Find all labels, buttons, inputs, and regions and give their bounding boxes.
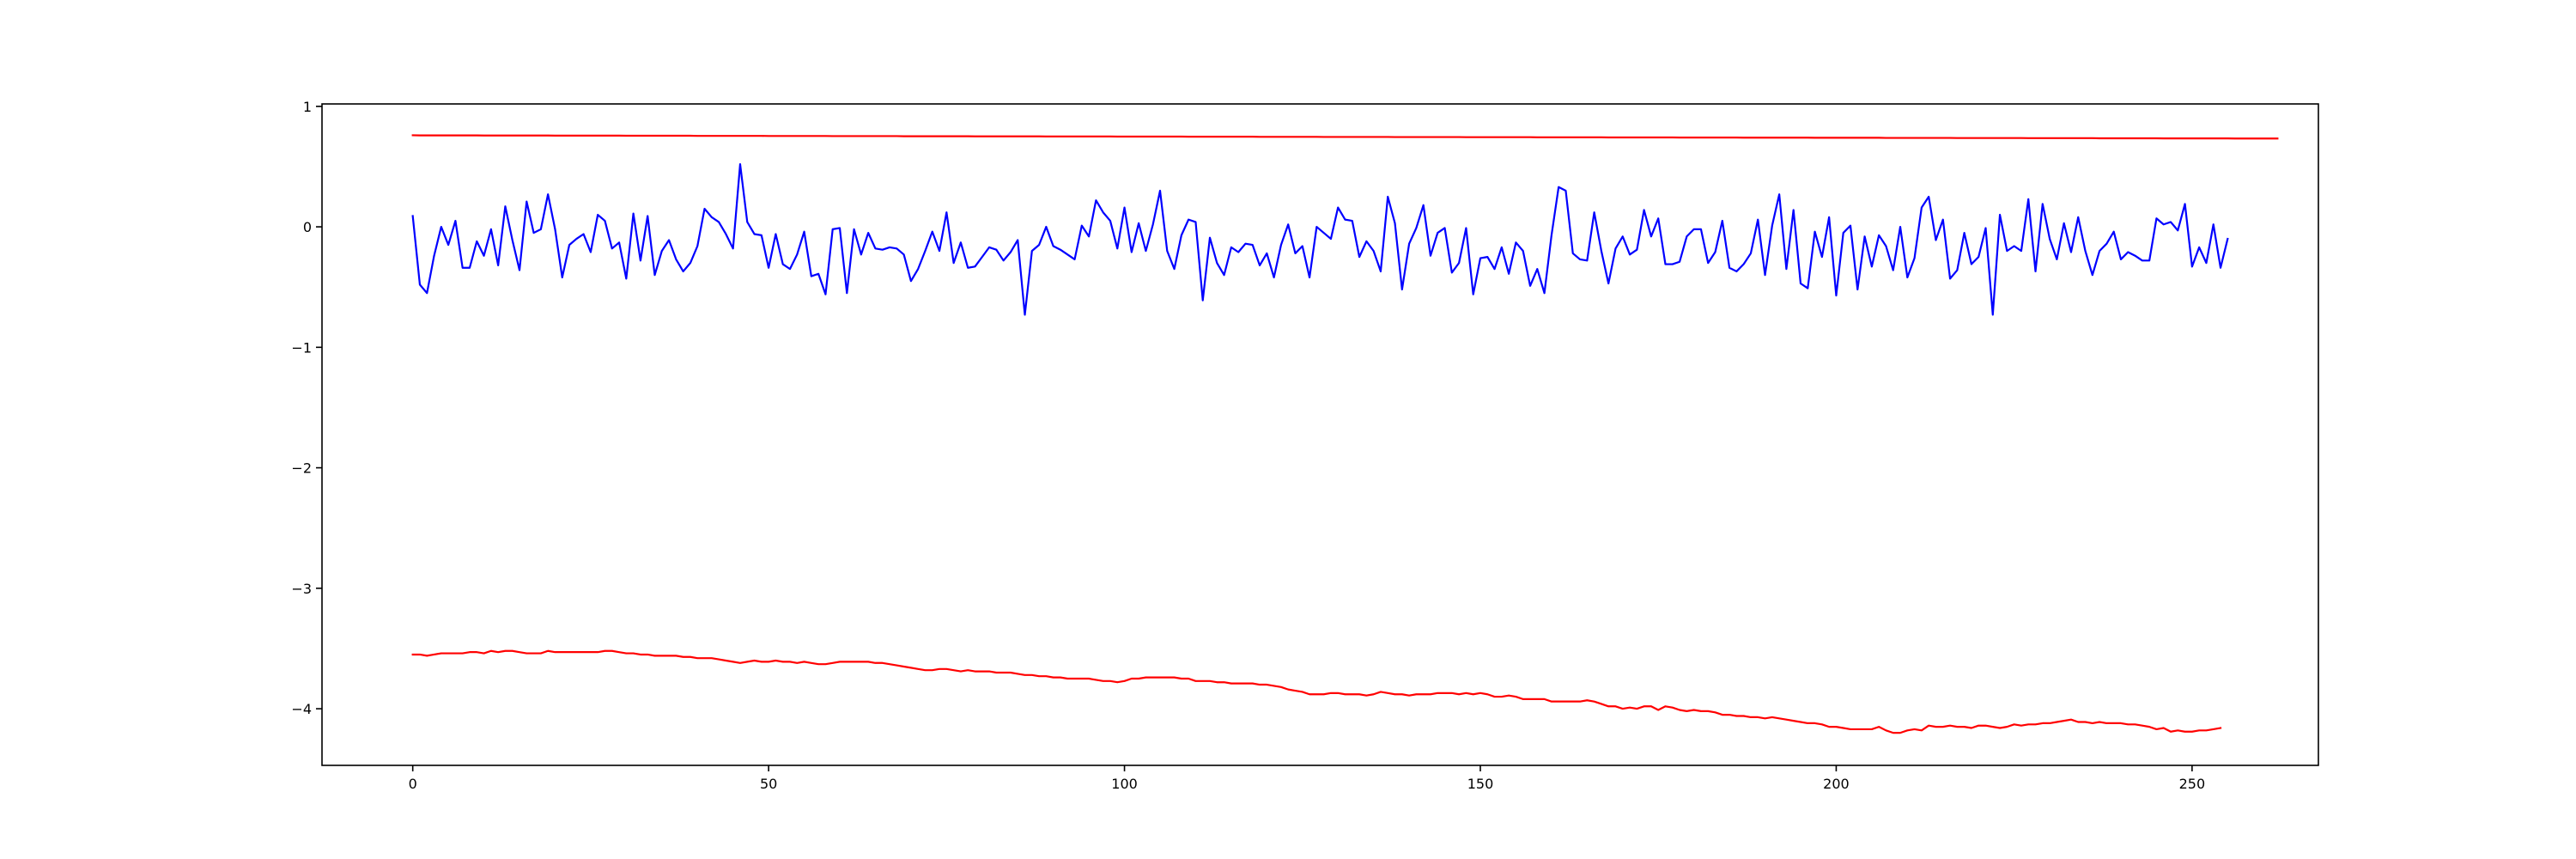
series-layer [411,134,2279,734]
x-tick-label: 50 [760,776,777,792]
series-line-1 [411,134,2279,140]
plot-frame [321,103,2319,766]
x-tick-label: 200 [1823,776,1850,792]
x-tick-label: 250 [2179,776,2206,792]
y-tick-label: −4 [291,701,312,717]
axes-layer: 0 50 100 150 200 250 1 0 −1 −2 −3 −4 [291,99,2319,792]
series-line-3 [411,649,2222,734]
x-tick-label: 100 [1111,776,1138,792]
y-tick-label: −3 [291,581,312,597]
y-tick-label: 0 [303,219,312,235]
y-tick-label: −1 [291,339,312,356]
x-tick-label: 150 [1467,776,1494,792]
series-line-2 [411,163,2229,316]
y-tick-label: 1 [303,99,312,115]
x-tick-label: 0 [409,776,417,792]
y-tick-label: −2 [291,460,312,477]
